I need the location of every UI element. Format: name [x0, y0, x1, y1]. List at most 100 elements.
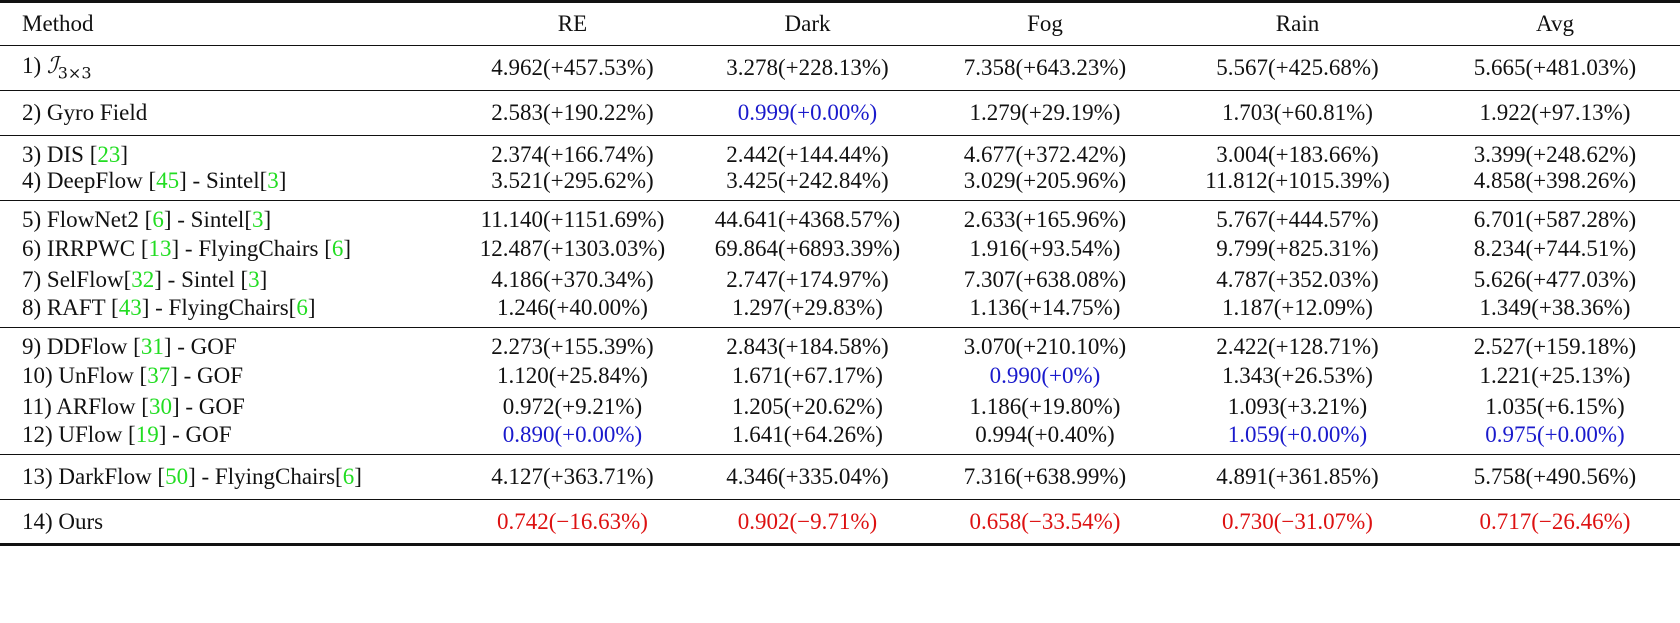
avg-cell: 1.221(+25.13%) — [1479, 362, 1631, 388]
rain-cell-best: 1.059(+0.00%) — [1227, 422, 1368, 447]
results-table-container: Method RE Dark Fog Rain Avg 1) ℐ3×3 4.96… — [0, 1, 1680, 545]
method-name: 10) UnFlow [ — [22, 362, 148, 388]
re-cell: 2.374(+166.74%) — [491, 142, 654, 167]
re-cell: 4.127(+363.71%) — [491, 464, 654, 489]
fog-cell: 1.136(+14.75%) — [969, 295, 1121, 320]
method-dataset: ] - FlyingChairs[ — [141, 295, 297, 320]
header-row: Method RE Dark Fog Rain Avg — [0, 2, 1680, 46]
citation-link[interactable]: 30 — [148, 393, 172, 419]
identity-math-symbol: ℐ3×3 — [47, 53, 92, 83]
method-cell: 8) RAFT [43] - FlyingChairs[6] — [0, 295, 455, 328]
fog-cell: 3.029(+205.96%) — [963, 168, 1127, 193]
dark-cell: 3.278(+228.13%) — [726, 55, 889, 80]
avg-cell: 2.527(+159.18%) — [1473, 334, 1637, 359]
dark-cell: 1.205(+20.62%) — [732, 393, 883, 419]
method-name: 3) DIS [ — [22, 142, 98, 167]
avg-cell: 5.665(+481.03%) — [1473, 55, 1637, 80]
header-fog: Fog — [1027, 11, 1063, 36]
citation-link[interactable]: 23 — [97, 142, 121, 167]
table-row: 2) Gyro Field 2.583(+190.22%) 0.999(+0.0… — [0, 91, 1680, 136]
method-cell: 11) ARFlow [30] - GOF — [0, 391, 455, 422]
dark-cell: 1.671(+67.17%) — [732, 362, 883, 388]
avg-cell: 1.349(+38.36%) — [1479, 295, 1631, 320]
method-tail: ] — [278, 168, 287, 193]
header-re: RE — [557, 11, 588, 36]
citation-link[interactable]: 6 — [152, 207, 164, 232]
fog-cell-best: 0.990(+0%) — [989, 362, 1101, 388]
dark-cell-best: 0.999(+0.00%) — [737, 100, 878, 125]
citation-link[interactable]: 3 — [248, 266, 260, 292]
header-method: Method — [22, 11, 94, 36]
method-cell: 12) UFlow [19] - GOF — [0, 422, 455, 455]
re-cell: 1.120(+25.84%) — [497, 362, 648, 388]
math-subscript: 3×3 — [57, 63, 92, 83]
citation-link[interactable]: 13 — [148, 235, 172, 261]
re-cell: 11.140(+1151.69%) — [480, 207, 665, 232]
fog-cell-ours: 0.658(−33.54%) — [969, 508, 1121, 534]
dark-cell: 2.843(+184.58%) — [726, 334, 889, 359]
method-cell: 13) DarkFlow [50] - FlyingChairs[6] — [0, 455, 455, 500]
group-darkflow: 13) DarkFlow [50] - FlyingChairs[6] 4.12… — [0, 454, 1680, 500]
re-cell: 0.972(+9.21%) — [502, 393, 643, 419]
method-cell: 4) DeepFlow [45] - Sintel[3] — [0, 168, 455, 201]
citation-link[interactable]: 3 — [251, 207, 264, 232]
citation-link[interactable]: 6 — [342, 464, 355, 489]
citation-link[interactable]: 32 — [131, 266, 155, 292]
citation-link[interactable]: 50 — [165, 464, 189, 489]
citation-link[interactable]: 37 — [147, 362, 171, 388]
table-row: 9) DDFlow [31] - GOF 2.273(+155.39%) 2.8… — [0, 328, 1680, 361]
re-cell-best: 0.890(+0.00%) — [502, 422, 643, 447]
group-identity: 1) ℐ3×3 4.962(+457.53%) 3.278(+228.13%) … — [0, 45, 1680, 91]
citation-link[interactable]: 45 — [156, 168, 180, 193]
avg-cell-best: 0.975(+0.00%) — [1485, 422, 1625, 447]
rain-cell: 1.343(+26.53%) — [1222, 362, 1373, 388]
method-cell: 2) Gyro Field — [22, 100, 148, 125]
citation-link[interactable]: 6 — [296, 295, 308, 320]
dark-cell: 2.442(+144.44%) — [726, 142, 889, 167]
group-supervised: 5) FlowNet2 [6] - Sintel[3] 11.140(+1151… — [0, 200, 1680, 328]
fog-cell: 1.279(+29.19%) — [969, 100, 1121, 125]
group-ours: 14) Ours 0.742(−16.63%) 0.902(−9.71%) 0.… — [0, 499, 1680, 545]
fog-cell: 7.307(+638.08%) — [963, 266, 1127, 292]
table-row: 5) FlowNet2 [6] - Sintel[3] 11.140(+1151… — [0, 201, 1680, 234]
table-row: 3) DIS [23] 2.374(+166.74%) 2.442(+144.4… — [0, 136, 1680, 169]
dark-cell: 2.747(+174.97%) — [726, 266, 889, 292]
citation-link[interactable]: 19 — [135, 422, 159, 447]
avg-cell: 1.035(+6.15%) — [1485, 393, 1625, 419]
method-tail: ] — [263, 207, 272, 232]
table-row-ours: 14) Ours 0.742(−16.63%) 0.902(−9.71%) 0.… — [0, 500, 1680, 545]
method-name: 12) UFlow [ — [22, 422, 136, 447]
group-traditional: 3) DIS [23] 2.374(+166.74%) 2.442(+144.4… — [0, 135, 1680, 201]
method-cell: 3) DIS [23] — [0, 136, 455, 169]
method-dataset: ] - Sintel [ — [154, 266, 249, 292]
rain-cell: 1.703(+60.81%) — [1222, 100, 1373, 125]
avg-cell: 1.922(+97.13%) — [1479, 100, 1631, 125]
dark-cell: 4.346(+335.04%) — [726, 464, 889, 489]
avg-cell: 5.626(+477.03%) — [1473, 266, 1637, 292]
citation-link[interactable]: 43 — [118, 295, 142, 320]
dark-cell-ours: 0.902(−9.71%) — [737, 508, 878, 534]
method-dataset: ] - Sintel[ — [163, 207, 252, 232]
method-cell: 1) ℐ3×3 — [0, 46, 455, 91]
dark-cell: 1.641(+64.26%) — [732, 422, 883, 447]
results-table: Method RE Dark Fog Rain Avg 1) ℐ3×3 4.96… — [0, 1, 1680, 545]
citation-link[interactable]: 31 — [140, 334, 164, 359]
method-tail: ] — [343, 235, 352, 261]
avg-cell: 5.758(+490.56%) — [1473, 464, 1637, 489]
re-cell: 12.487(+1303.03%) — [479, 235, 666, 261]
rain-cell: 5.767(+444.57%) — [1216, 207, 1379, 232]
rain-cell: 2.422(+128.71%) — [1216, 334, 1379, 359]
method-name: 4) DeepFlow [ — [22, 168, 157, 193]
rain-cell: 5.567(+425.68%) — [1216, 55, 1379, 80]
citation-link[interactable]: 3 — [267, 168, 279, 193]
method-cell: 6) IRRPWC [13] - FlyingChairs [6] — [0, 233, 455, 264]
re-cell: 3.521(+295.62%) — [491, 168, 654, 193]
fog-cell: 7.358(+643.23%) — [963, 55, 1127, 80]
method-name: 6) IRRPWC [ — [22, 235, 149, 261]
table-row: 4) DeepFlow [45] - Sintel[3] 3.521(+295.… — [0, 168, 1680, 201]
method-cell: 9) DDFlow [31] - GOF — [0, 328, 455, 361]
re-cell: 1.246(+40.00%) — [497, 295, 648, 320]
fog-cell: 3.070(+210.10%) — [963, 334, 1127, 359]
citation-link[interactable]: 6 — [331, 235, 344, 261]
rain-cell: 1.187(+12.09%) — [1222, 295, 1373, 320]
